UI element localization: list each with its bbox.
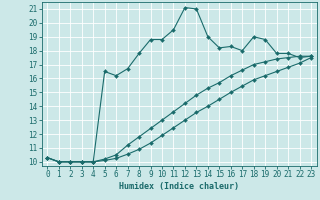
X-axis label: Humidex (Indice chaleur): Humidex (Indice chaleur) <box>119 182 239 191</box>
